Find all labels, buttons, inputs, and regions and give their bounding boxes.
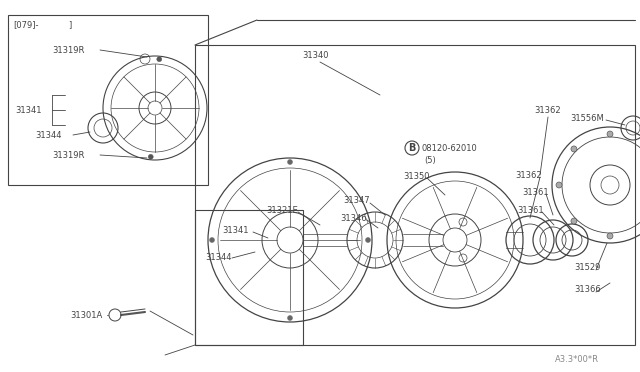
Circle shape bbox=[607, 233, 613, 239]
Text: ]: ] bbox=[68, 20, 71, 29]
Text: A3.3*00*R: A3.3*00*R bbox=[555, 356, 599, 365]
Bar bbox=[8, 15, 208, 185]
Circle shape bbox=[607, 131, 613, 137]
Text: 31341: 31341 bbox=[15, 106, 42, 115]
Text: 31347: 31347 bbox=[343, 196, 370, 205]
Text: 31321E: 31321E bbox=[266, 205, 298, 215]
Text: 31344: 31344 bbox=[205, 253, 232, 263]
Bar bbox=[195, 45, 635, 345]
Text: 31529: 31529 bbox=[574, 263, 600, 273]
Text: 31362: 31362 bbox=[534, 106, 561, 115]
Text: 31362: 31362 bbox=[515, 170, 541, 180]
Circle shape bbox=[209, 237, 214, 243]
Text: [079]-: [079]- bbox=[13, 20, 38, 29]
Circle shape bbox=[157, 57, 162, 62]
Text: 31340: 31340 bbox=[302, 51, 328, 60]
Text: 31301A: 31301A bbox=[70, 311, 102, 320]
Text: 31344: 31344 bbox=[35, 131, 61, 140]
Text: 31319R: 31319R bbox=[52, 151, 84, 160]
Text: B: B bbox=[408, 143, 416, 153]
Circle shape bbox=[571, 218, 577, 224]
Circle shape bbox=[287, 160, 292, 164]
Text: 31319R: 31319R bbox=[52, 45, 84, 55]
Bar bbox=[195, 210, 303, 345]
Text: 31341: 31341 bbox=[222, 225, 248, 234]
Text: 31346: 31346 bbox=[340, 214, 367, 222]
Circle shape bbox=[571, 146, 577, 152]
Circle shape bbox=[556, 182, 562, 188]
Text: 08120-62010: 08120-62010 bbox=[421, 144, 477, 153]
Text: 31366: 31366 bbox=[574, 285, 601, 295]
Text: 31361: 31361 bbox=[522, 187, 548, 196]
Text: 31556M: 31556M bbox=[570, 113, 604, 122]
Text: (5): (5) bbox=[424, 155, 436, 164]
Text: 31361: 31361 bbox=[517, 205, 543, 215]
Circle shape bbox=[148, 154, 153, 159]
Text: 31350: 31350 bbox=[403, 171, 429, 180]
Circle shape bbox=[365, 237, 371, 243]
Circle shape bbox=[287, 315, 292, 321]
